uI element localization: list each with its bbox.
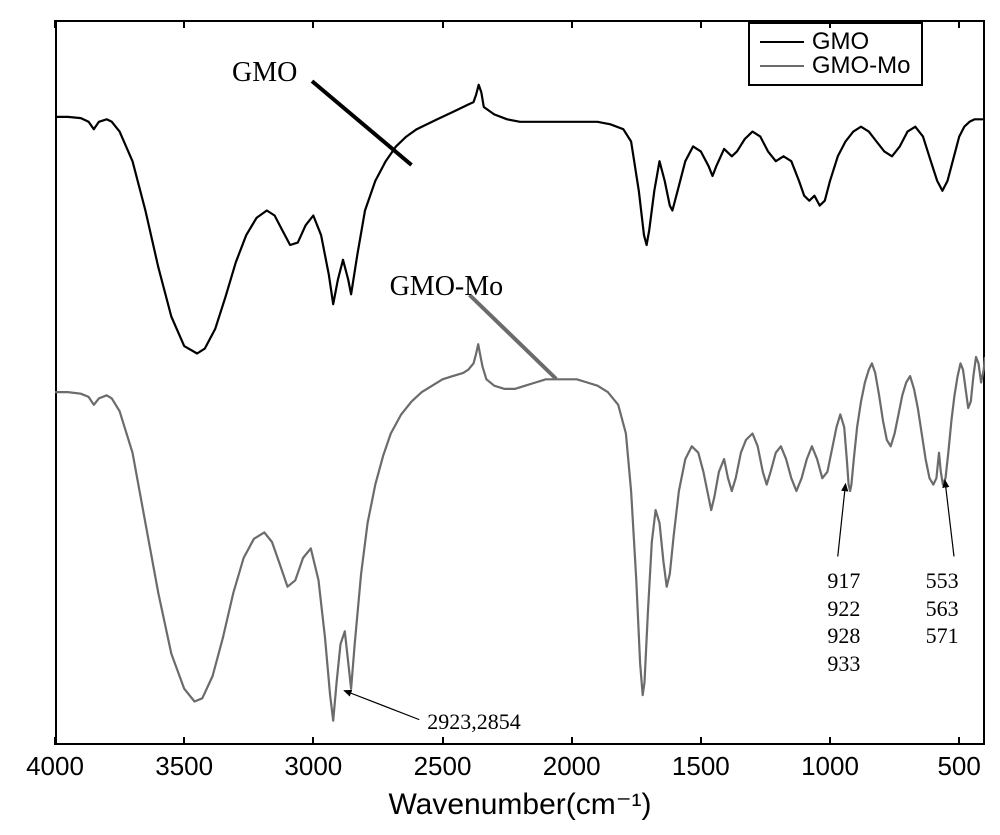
annotation-arrow	[838, 484, 846, 557]
annotation-label: GMO-Mo	[390, 271, 504, 303]
leader-line	[312, 81, 412, 165]
annotation-arrow	[945, 480, 954, 556]
chart-container: GMOGMO-Mo Wavenumber(cm⁻¹) 4000350030002…	[0, 0, 1000, 835]
peak-value-column: 553 563 571	[926, 567, 959, 650]
annotation-label: 2923,2854	[427, 709, 521, 735]
annotation-arrow	[344, 691, 419, 720]
annotation-label: GMO	[232, 57, 297, 89]
series-gmo	[55, 85, 985, 354]
peak-value-column: 917 922 928 933	[827, 567, 860, 677]
